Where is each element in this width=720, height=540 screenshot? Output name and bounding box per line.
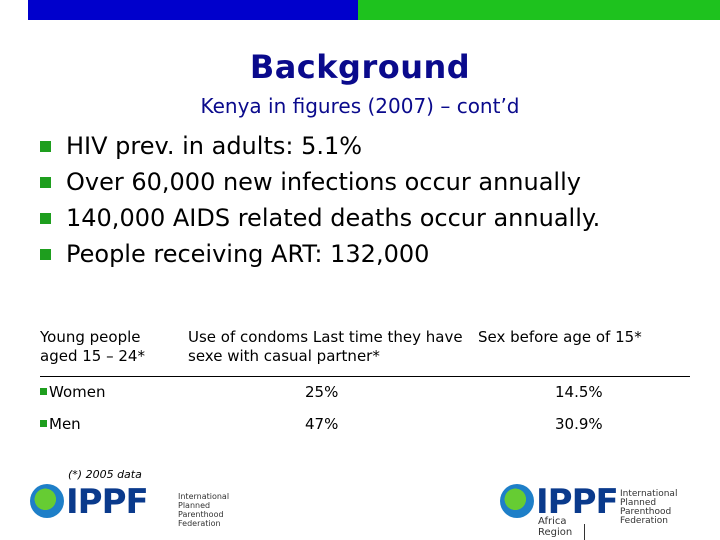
bullet-text: 140,000 AIDS related deaths occur annual… — [66, 204, 601, 232]
row-group-label: Women — [49, 383, 106, 401]
row-group-cell: Men — [40, 415, 81, 433]
logo-line: Planned Parenthood — [620, 498, 672, 517]
header-condom-use: Use of condoms Last time they have sexe … — [188, 328, 463, 365]
bullet-item: People receiving ART: 132,000 — [40, 240, 600, 276]
logo-subtext: International Planned Parenthood Federat… — [178, 492, 229, 528]
logo-brand-text: IPPF — [536, 482, 619, 522]
logo-line: International — [620, 489, 678, 499]
globe-icon — [30, 484, 64, 518]
sex-before-15-cell: 14.5% — [555, 383, 603, 401]
top-bar-green-segment — [358, 0, 720, 20]
bullet-text: People receiving ART: 132,000 — [66, 240, 430, 268]
row-group-cell: Women — [40, 383, 105, 401]
condom-use-cell: 47% — [305, 415, 339, 433]
table-row: Women 25% 14.5% — [40, 377, 690, 409]
bullet-square-icon — [40, 213, 51, 224]
logo-line: International — [178, 492, 230, 501]
logo-divider — [584, 524, 585, 540]
bullet-text: HIV prev. in adults: 5.1% — [66, 132, 363, 160]
top-color-bar — [0, 0, 720, 20]
globe-icon — [500, 484, 534, 518]
condom-use-cell: 25% — [305, 383, 339, 401]
logo-line: Planned Parenthood — [178, 501, 224, 519]
table-row: Men 47% 30.9% — [40, 409, 690, 441]
logo-brand-text: IPPF — [66, 482, 149, 522]
bullet-item: Over 60,000 new infections occur annuall… — [40, 168, 600, 204]
bullet-square-icon — [40, 420, 47, 427]
slide-title: Background — [249, 48, 471, 86]
bullet-item: HIV prev. in adults: 5.1% — [40, 132, 600, 168]
logo-region-label: Africa Region — [538, 516, 573, 538]
sex-before-15-cell: 30.9% — [555, 415, 603, 433]
row-group-label: Men — [49, 415, 81, 433]
bullet-text: Over 60,000 new infections occur annuall… — [66, 168, 581, 196]
stats-table: Young people aged 15 – 24* Use of condom… — [40, 328, 690, 441]
header-sex-before-15: Sex before age of 15* — [478, 328, 642, 346]
bullet-square-icon — [40, 249, 51, 260]
slide-subtitle: Kenya in figures (2007) – cont’d — [200, 94, 520, 118]
bullet-square-icon — [40, 388, 47, 395]
bullet-square-icon — [40, 141, 51, 152]
bullet-list: HIV prev. in adults: 5.1% Over 60,000 ne… — [40, 132, 600, 276]
bullet-item: 140,000 AIDS related deaths occur annual… — [40, 204, 600, 240]
header-young-people: Young people aged 15 – 24* — [40, 328, 145, 365]
logo-line: Federation — [178, 519, 221, 528]
footnote: (*) 2005 data — [68, 468, 142, 481]
top-bar-blue-segment — [28, 0, 358, 20]
logo-line: Federation — [620, 516, 668, 526]
bullet-square-icon — [40, 177, 51, 188]
logo-subtext: International Planned Parenthood Federat… — [620, 490, 677, 526]
table-header-row: Young people aged 15 – 24* Use of condom… — [40, 328, 690, 377]
